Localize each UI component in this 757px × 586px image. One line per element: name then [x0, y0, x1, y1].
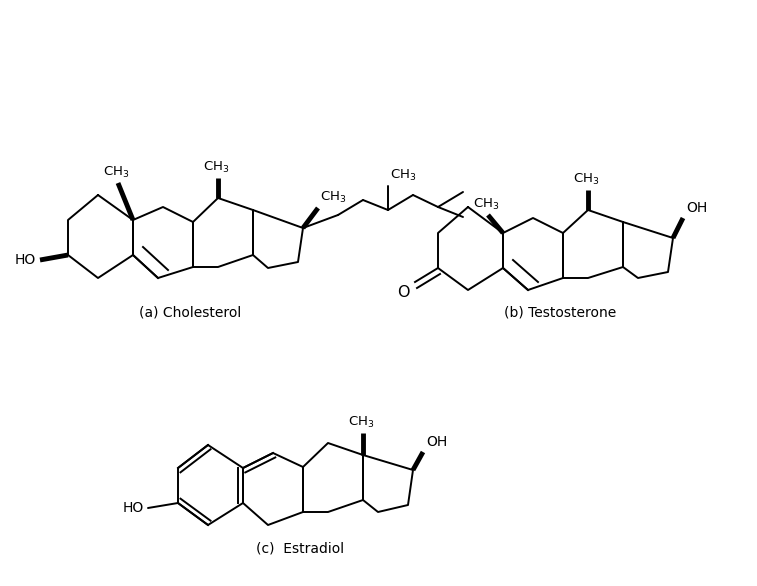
Text: CH$_3$: CH$_3$ [390, 168, 416, 183]
Text: OH: OH [686, 201, 707, 215]
Text: (c)  Estradiol: (c) Estradiol [256, 542, 344, 556]
Text: CH$_3$: CH$_3$ [103, 165, 129, 180]
Text: CH$_3$: CH$_3$ [573, 172, 600, 187]
Text: CH$_3$: CH$_3$ [320, 190, 347, 205]
Text: (b) Testosterone: (b) Testosterone [504, 305, 616, 319]
Text: (a) Cholesterol: (a) Cholesterol [139, 305, 241, 319]
Text: CH$_3$: CH$_3$ [473, 197, 499, 212]
Text: CH$_3$: CH$_3$ [347, 415, 374, 430]
Text: O: O [397, 285, 410, 300]
Text: OH: OH [426, 435, 447, 449]
Text: HO: HO [123, 501, 144, 515]
Text: CH$_3$: CH$_3$ [203, 160, 229, 175]
Text: HO: HO [14, 253, 36, 267]
